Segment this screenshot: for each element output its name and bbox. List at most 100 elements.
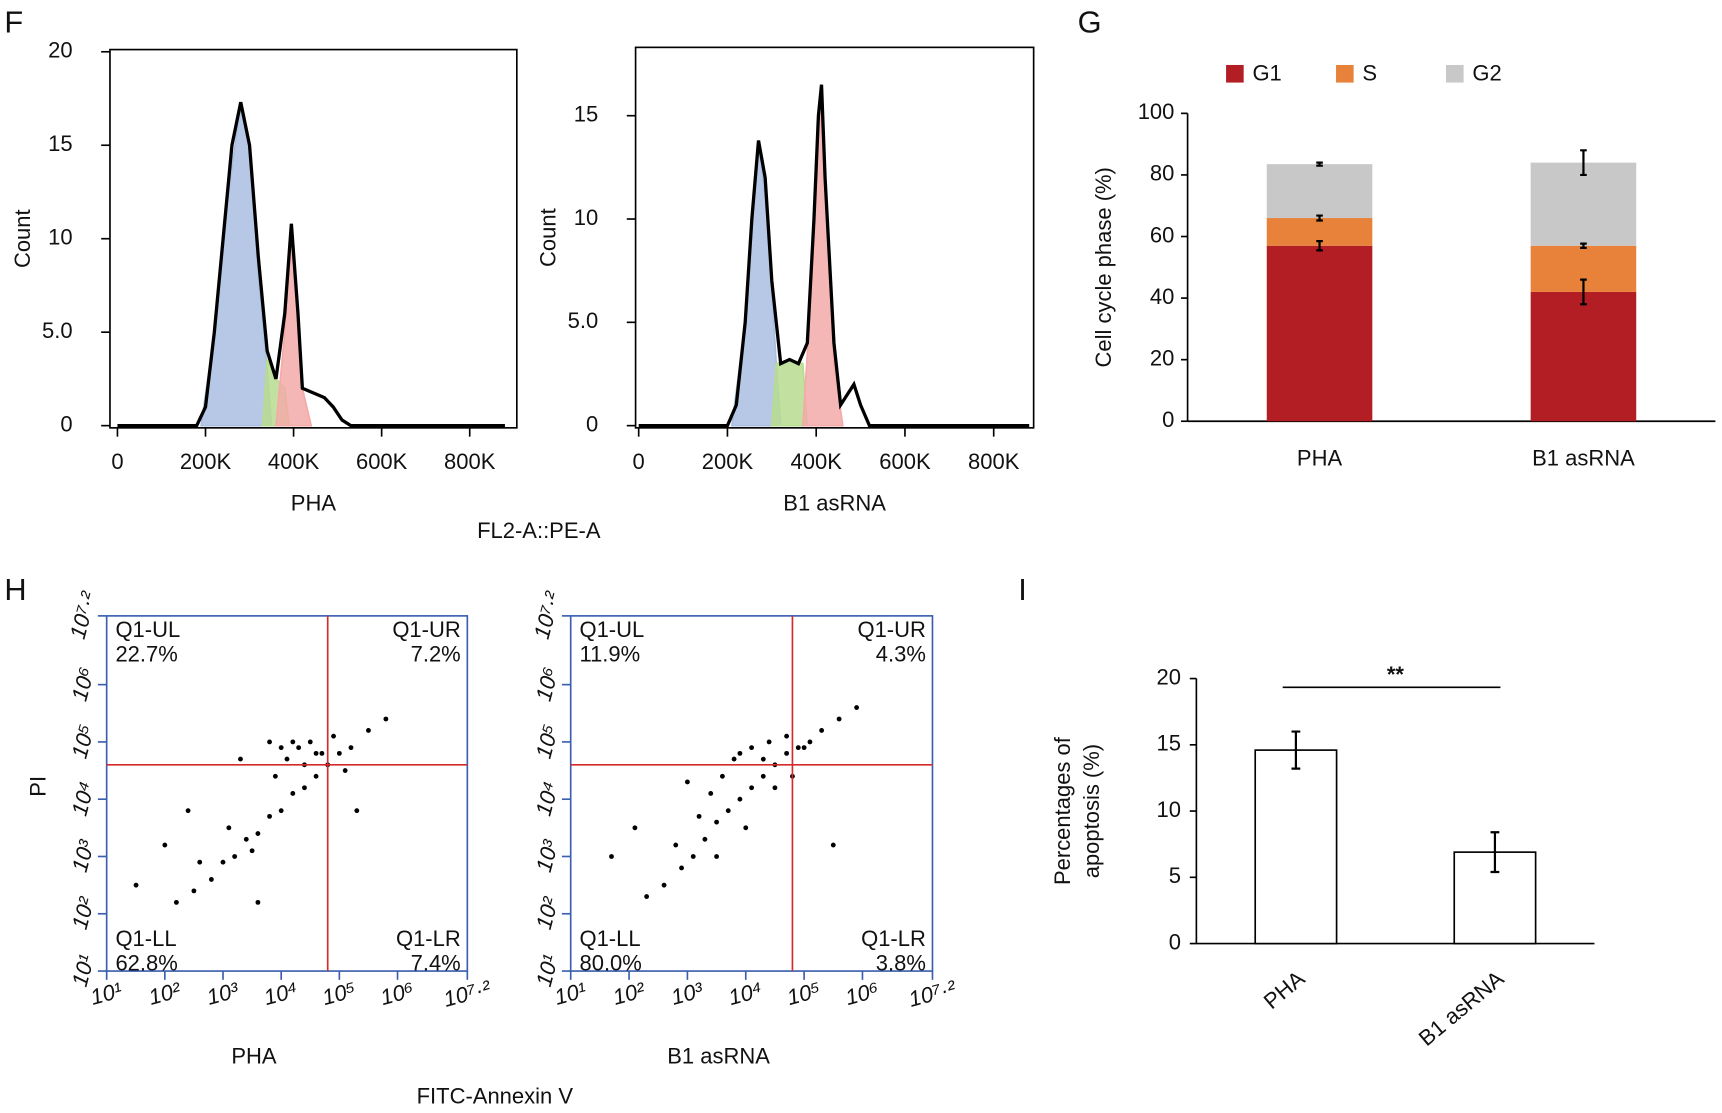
y-tick-label: 20: [1157, 664, 1181, 689]
quadrant-percent: 11.9%: [579, 641, 640, 666]
cell-point: [342, 768, 348, 773]
y-axis-label: Percentages of: [1050, 736, 1075, 885]
cell-point: [807, 739, 813, 745]
cell-point: [784, 750, 790, 756]
x-tick-label: 0: [633, 449, 645, 474]
cell-point: [191, 888, 197, 894]
cell-point: [307, 739, 313, 745]
y-tick-label: 20: [48, 38, 72, 63]
x-tick-label: 200K: [180, 449, 232, 474]
bar: [1254, 749, 1338, 945]
cell-point: [772, 785, 778, 791]
cell-point: [801, 745, 807, 751]
y-axis-label: Cell cycle phase (%): [1091, 167, 1116, 367]
bar-segment: [1530, 162, 1637, 246]
cell-point: [162, 842, 168, 848]
cell-point: [766, 739, 772, 745]
x-tick-label: 10⁷·²: [906, 975, 959, 1012]
y-tick-label: 10⁶: [67, 665, 100, 704]
cell-point: [749, 745, 755, 751]
error-bar: [1316, 240, 1323, 252]
cell-point: [267, 739, 272, 745]
cell-point: [836, 716, 842, 722]
x-tick-label: B1 asRNA: [1414, 965, 1509, 1050]
x-tick-label: 800K: [968, 449, 1020, 474]
y-axis-label: apoptosis (%): [1079, 744, 1104, 878]
y-tick-label: 5.0: [568, 308, 599, 333]
cell-point: [714, 819, 719, 825]
quadrant-name: Q1-LL: [579, 926, 640, 951]
cell-point: [185, 808, 191, 814]
y-tick-label: 80: [1150, 161, 1174, 186]
legend-label: S: [1362, 61, 1377, 86]
cell-point: [760, 756, 766, 762]
error-bar: [1316, 161, 1323, 167]
quadrant-percent: 3.8%: [876, 950, 926, 975]
cell-point: [278, 745, 284, 751]
y-tick-label: 0: [60, 411, 72, 436]
cell-point: [684, 779, 690, 785]
cell-point: [366, 728, 371, 733]
y-tick-label: 10⁷·²: [529, 589, 566, 642]
cell-point: [208, 876, 214, 882]
error-bar: [1316, 214, 1323, 222]
legend-label: G1: [1252, 61, 1281, 86]
x-tick-label: 10²: [610, 977, 648, 1010]
error-bar: [1580, 242, 1587, 250]
cell-point: [255, 899, 261, 905]
histogram-outline: [117, 101, 505, 428]
phase-area: [770, 358, 809, 427]
cell-point: [673, 842, 679, 848]
x-tick-label: 10⁴: [726, 977, 765, 1010]
y-tick-label: 10³: [531, 837, 564, 875]
y-tick-label: 10⁶: [531, 665, 564, 704]
y-tick-label: 15: [48, 131, 72, 156]
x-tick-label: 10³: [204, 977, 242, 1010]
cell-point: [632, 825, 638, 831]
cell-point: [290, 739, 296, 745]
x-tick-label: 800K: [444, 449, 496, 474]
y-tick-label: 100: [1138, 99, 1175, 124]
y-axis-label: Count: [10, 209, 35, 268]
cell-point: [737, 750, 743, 756]
y-tick-label: 10⁷·²: [65, 589, 102, 642]
x-axis-label: B1 asRNA: [667, 1044, 770, 1069]
error-bar: [1490, 831, 1500, 874]
quadrant-name: Q1-UR: [857, 617, 925, 642]
cell-point: [819, 728, 825, 733]
x-axis-label: PHA: [231, 1044, 277, 1069]
cell-point: [784, 733, 790, 739]
y-tick-label: 10⁵: [67, 722, 100, 761]
cell-point: [336, 750, 342, 756]
x-tick-label: 600K: [356, 449, 408, 474]
cell-point: [290, 791, 296, 796]
phase-area: [200, 102, 273, 427]
quadrant-name: Q1-LR: [396, 926, 461, 951]
cell-point: [708, 791, 714, 796]
quadrant-percent: 7.4%: [411, 950, 461, 975]
y-tick-label: 0: [1162, 407, 1174, 432]
cell-point: [226, 825, 232, 831]
panel-label: F: [4, 4, 23, 39]
y-tick-label: 10⁴: [531, 779, 564, 818]
quadrant-percent: 4.3%: [876, 641, 926, 666]
bar-segment: [1266, 164, 1373, 219]
x-tick-label: PHA: [1259, 965, 1310, 1013]
quadrant-name: Q1-LR: [861, 926, 926, 951]
cell-point: [696, 813, 702, 819]
error-bar: [1580, 149, 1587, 177]
cell-point: [679, 865, 684, 871]
x-tick-label: 10³: [668, 977, 706, 1010]
histogram-outline: [638, 84, 1030, 428]
cell-point: [173, 899, 179, 905]
y-tick-label: 10³: [67, 837, 100, 875]
cell-point: [383, 716, 389, 722]
cell-point: [795, 745, 801, 751]
cell-point: [238, 756, 243, 762]
quadrant-name: Q1-UL: [115, 617, 180, 642]
cell-point: [737, 796, 743, 802]
cell-point: [714, 854, 719, 859]
panel-label: G: [1078, 4, 1102, 39]
